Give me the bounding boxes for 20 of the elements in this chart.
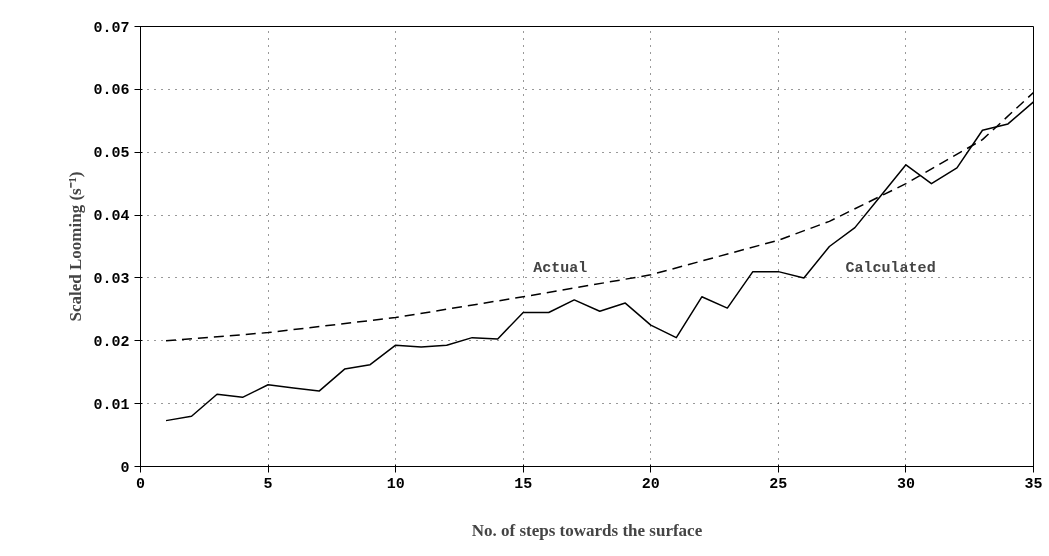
x-tick-label: 5 <box>263 475 273 493</box>
y-tick-label: 0 <box>120 459 130 477</box>
annotation: Actual <box>533 260 588 278</box>
x-tick-label: 25 <box>769 475 788 493</box>
y-axis-title: Scaled Looming (s⁻¹) <box>66 171 86 322</box>
y-tick-label: 0.07 <box>93 19 130 37</box>
x-tick-label: 30 <box>896 475 915 493</box>
x-tick-label: 20 <box>641 475 660 493</box>
y-tick-label: 0.02 <box>93 333 130 351</box>
x-tick-label: 15 <box>514 475 533 493</box>
annotation: Calculated <box>845 260 936 278</box>
y-tick-label: 0.03 <box>93 270 130 288</box>
x-tick-label: 10 <box>386 475 405 493</box>
x-tick-label: 0 <box>136 475 146 493</box>
y-tick-label: 0.01 <box>93 396 130 414</box>
x-tick-label: 35 <box>1024 475 1043 493</box>
y-tick-label: 0.04 <box>93 208 130 226</box>
x-axis-title: No. of steps towards the surface <box>471 520 703 540</box>
y-tick-label: 0.05 <box>93 145 130 163</box>
y-tick-label: 0.06 <box>93 82 130 100</box>
